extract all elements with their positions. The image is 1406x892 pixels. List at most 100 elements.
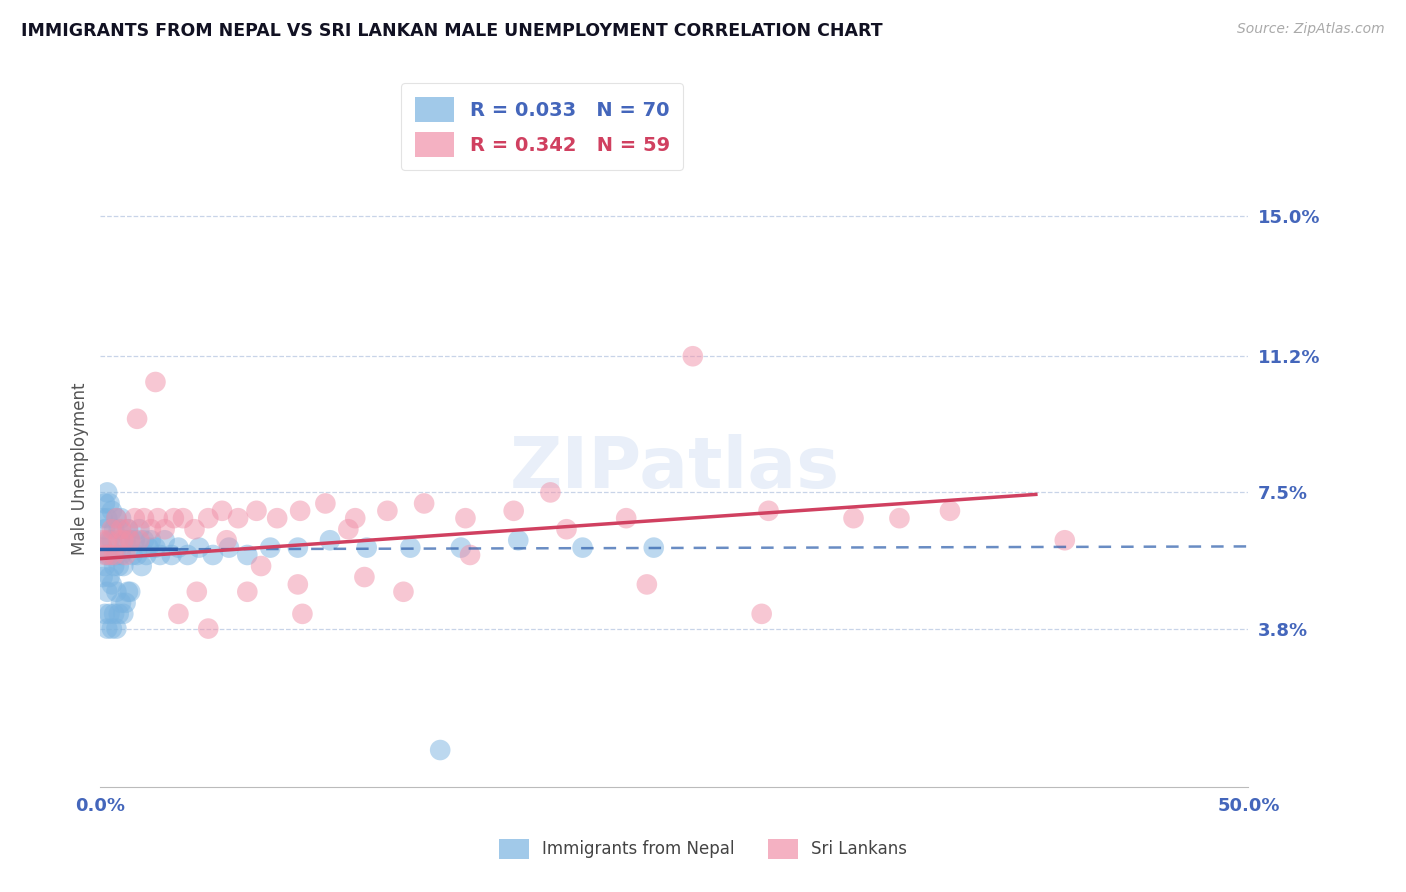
Point [458, 548, 481, 562]
Point [186, 584, 208, 599]
Point [176, 548, 198, 562]
Point [128, 522, 150, 536]
Point [101, 504, 124, 518]
Point [98, 570, 121, 584]
Point [112, 607, 135, 621]
Point [120, 533, 142, 548]
Point [758, 504, 780, 518]
Point [120, 533, 142, 548]
Point [138, 541, 160, 555]
Point [245, 504, 267, 518]
Point [643, 541, 665, 555]
Point [149, 548, 172, 562]
Point [188, 541, 211, 555]
Point [107, 533, 129, 548]
Point [167, 541, 190, 555]
Point [91, 541, 114, 555]
Point [1053, 533, 1076, 548]
Text: IMMIGRANTS FROM NEPAL VS SRI LANKAN MALE UNEMPLOYMENT CORRELATION CHART: IMMIGRANTS FROM NEPAL VS SRI LANKAN MALE… [21, 22, 883, 40]
Point [226, 511, 249, 525]
Legend: R = 0.033   N = 70, R = 0.342   N = 59: R = 0.033 N = 70, R = 0.342 N = 59 [402, 84, 683, 170]
Point [266, 511, 288, 525]
Point [110, 548, 132, 562]
Point [110, 522, 132, 536]
Point [139, 522, 162, 536]
Point [287, 541, 309, 555]
Point [153, 533, 176, 548]
Point [555, 522, 578, 536]
Point [135, 548, 157, 562]
Point [314, 496, 336, 510]
Point [105, 622, 128, 636]
Point [103, 607, 125, 621]
Point [751, 607, 773, 621]
Point [197, 622, 219, 636]
Point [197, 511, 219, 525]
Point [353, 570, 375, 584]
Point [211, 504, 233, 518]
Point [250, 559, 273, 574]
Point [131, 559, 153, 574]
Point [145, 541, 167, 555]
Point [450, 541, 472, 555]
Point [120, 584, 142, 599]
Point [96, 485, 118, 500]
Point [429, 743, 451, 757]
Point [105, 511, 128, 525]
Point [101, 577, 124, 591]
Point [105, 548, 128, 562]
Point [91, 533, 114, 548]
Point [101, 522, 124, 536]
Point [110, 511, 132, 525]
Point [508, 533, 530, 548]
Point [101, 533, 124, 548]
Point [356, 541, 378, 555]
Point [94, 559, 117, 574]
Point [103, 559, 125, 574]
Point [132, 533, 155, 548]
Point [236, 548, 259, 562]
Point [399, 541, 422, 555]
Point [103, 548, 125, 562]
Point [236, 584, 259, 599]
Point [172, 511, 194, 525]
Point [96, 584, 118, 599]
Point [344, 511, 367, 525]
Point [107, 607, 129, 621]
Point [201, 548, 224, 562]
Point [98, 496, 121, 510]
Point [215, 533, 238, 548]
Point [337, 522, 360, 536]
Point [117, 522, 139, 536]
Point [127, 548, 149, 562]
Point [377, 504, 399, 518]
Point [139, 533, 162, 548]
Point [146, 511, 169, 525]
Point [392, 584, 415, 599]
Point [218, 541, 240, 555]
Point [94, 522, 117, 536]
Point [413, 496, 436, 510]
Point [117, 522, 139, 536]
Point [103, 522, 125, 536]
Text: Source: ZipAtlas.com: Source: ZipAtlas.com [1237, 22, 1385, 37]
Point [502, 504, 524, 518]
Point [112, 559, 135, 574]
Point [287, 577, 309, 591]
Point [288, 504, 311, 518]
Point [939, 504, 962, 518]
Point [132, 511, 155, 525]
Point [94, 496, 117, 510]
Point [319, 533, 342, 548]
Point [98, 533, 121, 548]
Point [124, 511, 146, 525]
Point [110, 596, 132, 610]
Point [105, 511, 128, 525]
Point [96, 511, 118, 525]
Point [105, 584, 128, 599]
Point [259, 541, 281, 555]
Point [96, 548, 118, 562]
Text: ZIPatlas: ZIPatlas [509, 434, 839, 503]
Y-axis label: Male Unemployment: Male Unemployment [72, 383, 89, 555]
Point [682, 349, 704, 363]
